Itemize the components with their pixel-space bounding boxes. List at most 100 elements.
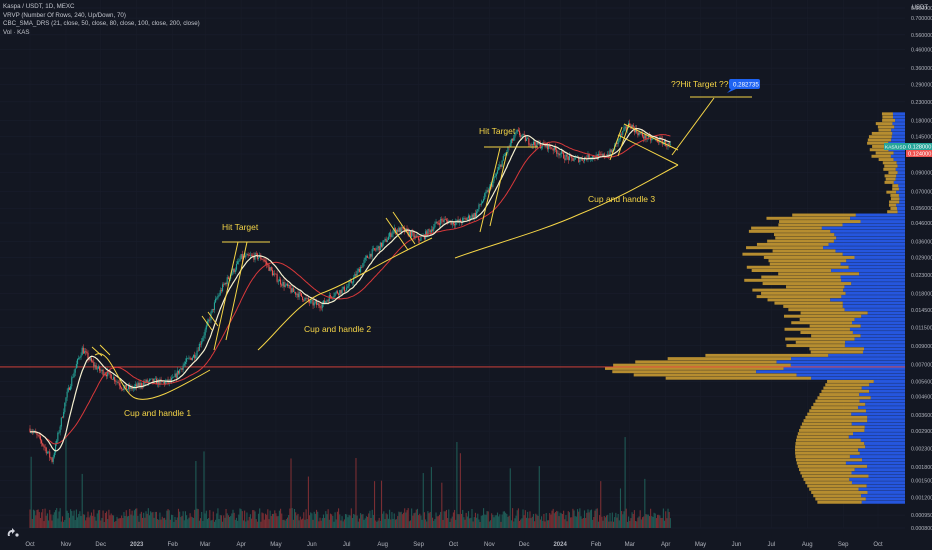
- candle: [195, 352, 197, 360]
- wedge-3[interactable]: [479, 147, 508, 233]
- volume-bar: [114, 521, 116, 528]
- wedge-2[interactable]: [385, 211, 416, 251]
- candle: [137, 381, 139, 388]
- legend-vrvp[interactable]: VRVP (Number Of Rows, 240, Up/Down, 70): [3, 11, 126, 19]
- candle: [108, 371, 110, 375]
- vrvp-row-down: [763, 255, 855, 259]
- volume-bar: [222, 521, 224, 528]
- volume-bar: [522, 509, 524, 528]
- candle: [286, 282, 289, 288]
- vrvp-row-up: [851, 321, 905, 325]
- candle: [390, 229, 392, 240]
- volume-bar: [499, 514, 501, 528]
- candle: [617, 138, 619, 147]
- time-tick-label: Oct: [449, 542, 459, 548]
- vrvp-row-down: [867, 138, 892, 142]
- wedge-1[interactable]: [213, 241, 248, 351]
- legend-symbol[interactable]: Kaspa / USDT, 1D, MEXC: [3, 3, 75, 10]
- vrvp-row-up: [855, 213, 905, 217]
- candle: [43, 444, 45, 451]
- volume-bar: [429, 511, 431, 528]
- candle: [435, 218, 437, 224]
- time-tick-label: Jun: [732, 542, 742, 548]
- vrvp-row-up: [849, 327, 905, 331]
- time-tick-label: Feb: [168, 542, 179, 548]
- time-tick-label: Aug: [802, 542, 813, 548]
- vrvp-row-up: [783, 366, 905, 370]
- candle: [88, 358, 90, 362]
- volume-bar: [377, 520, 379, 528]
- volume-bar: [630, 518, 632, 528]
- volume-bar: [228, 517, 231, 528]
- wedge-4[interactable]: [609, 123, 630, 161]
- time-tick-label: Sep: [838, 542, 849, 548]
- volume-bar: [79, 511, 81, 528]
- vrvp-row-up: [776, 360, 905, 364]
- legend-vol[interactable]: Vol · KAS: [3, 28, 30, 36]
- price-tick-label: 0.800000: [911, 6, 932, 12]
- volume-bar: [101, 517, 103, 528]
- candle: [384, 237, 386, 242]
- volume-bar: [123, 512, 125, 528]
- price-tick-label: 0.070000: [911, 189, 932, 195]
- volume-bar: [164, 517, 166, 528]
- volume-bar: [393, 513, 395, 528]
- volume-bar: [436, 516, 438, 528]
- volume-bar: [638, 516, 640, 528]
- volume-bar: [34, 510, 36, 528]
- target-price-tag[interactable]: 0.282735: [727, 79, 760, 93]
- volume-bar: [558, 516, 560, 528]
- volume-bar: [63, 521, 65, 528]
- cup-curve-1[interactable]: [94, 353, 211, 400]
- volume-bar: [37, 509, 39, 528]
- volume-bar: [643, 516, 645, 528]
- volume-bar: [506, 513, 508, 528]
- candle: [70, 383, 72, 391]
- handle-3-triangle[interactable]: [617, 123, 679, 166]
- handle-1-channel[interactable]: [91, 344, 111, 357]
- volume-bar: [334, 512, 336, 528]
- candle: [222, 282, 224, 293]
- candle: [498, 163, 500, 171]
- volume-bar: [110, 513, 112, 528]
- cup-curve-3[interactable]: [454, 164, 679, 259]
- vrvp-row-up: [851, 282, 905, 286]
- candle: [406, 225, 408, 233]
- volume-bar: [369, 510, 371, 528]
- volume-bar: [81, 473, 83, 528]
- vrvp-row-down: [778, 272, 860, 276]
- pattern-drawings[interactable]: [91, 96, 752, 400]
- time-axis[interactable]: Oct Nov Dec 2023 Feb Mar Apr May Jun Jul Aug Sep Oct…: [25, 542, 883, 548]
- volume-bar: [182, 511, 184, 528]
- volume-bar: [621, 511, 623, 528]
- volume-bar: [509, 468, 511, 528]
- price-tick-label: 0.560000: [911, 33, 932, 39]
- price-axis[interactable]: 0.800000 0.700000 0.560000 0.460000 0.360000…: [911, 6, 932, 532]
- cup-curve-2[interactable]: [257, 237, 433, 351]
- vrvp-row-up: [842, 304, 905, 308]
- volume-bar: [32, 509, 35, 528]
- handle-2-channel[interactable]: [201, 311, 219, 331]
- volume-bar: [347, 517, 349, 528]
- candle: [225, 281, 227, 287]
- vrvp-row-up: [834, 233, 905, 237]
- time-tick-label: Apr: [236, 542, 245, 548]
- candle: [375, 247, 377, 252]
- price-tick-label: 0.036000: [911, 239, 932, 245]
- legend-cbc[interactable]: CBC_SMA_DRS (21, close, 50, close, 80, c…: [3, 20, 200, 28]
- vrvp-row-up: [898, 193, 905, 197]
- sma-slow-line: [29, 134, 671, 445]
- projection-line[interactable]: [671, 97, 715, 156]
- volume-bar: [274, 510, 276, 528]
- candle: [197, 347, 199, 352]
- vrvp-row-down: [742, 252, 843, 256]
- volume-bar: [201, 511, 203, 528]
- volume-bar: [370, 517, 372, 528]
- candle: [172, 374, 174, 379]
- tradingview-logo-icon[interactable]: [6, 526, 20, 538]
- volume-bar: [416, 508, 419, 528]
- volume-bar: [130, 514, 132, 528]
- volume-bar: [190, 516, 192, 528]
- volume-bar: [545, 513, 547, 528]
